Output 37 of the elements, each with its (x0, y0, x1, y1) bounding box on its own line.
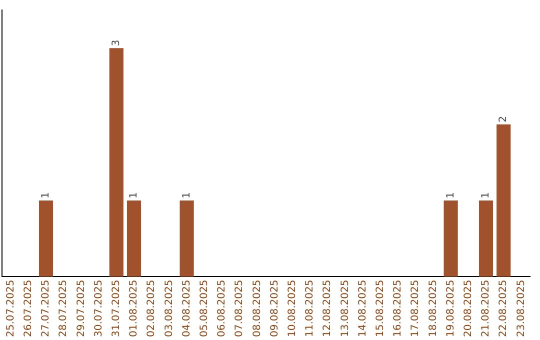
x-tick-label: 13.08.2025 (340, 280, 351, 338)
data-label: 1 (128, 192, 140, 199)
x-tick-label: 19.08.2025 (445, 280, 456, 338)
x-tick-label: 03.08.2025 (164, 280, 175, 338)
x-tick-label: 15.08.2025 (374, 280, 386, 338)
x-tick-label: 25.07.2025 (5, 280, 16, 338)
data-label: 1 (40, 192, 52, 199)
x-tick-label: 02.08.2025 (146, 280, 158, 338)
data-label: 2 (498, 116, 510, 122)
x-tick-label: 26.07.2025 (22, 280, 34, 338)
data-label: 1 (445, 192, 456, 199)
data-label: 1 (480, 192, 492, 199)
x-tick-label: 04.08.2025 (181, 280, 192, 338)
x-tick-label: 11.08.2025 (304, 280, 316, 338)
x-tick-label: 08.08.2025 (252, 280, 263, 338)
data-label: 3 (110, 40, 122, 46)
x-tick-label: 30.07.2025 (93, 280, 104, 338)
x-tick-label: 09.08.2025 (269, 280, 280, 338)
x-tick-label: 20.08.2025 (462, 280, 474, 338)
x-tick-label: 17.08.2025 (410, 280, 422, 338)
x-tick-label: 27.07.2025 (40, 280, 52, 338)
x-tick-label: 07.08.2025 (234, 280, 246, 338)
x-tick-label: 18.08.2025 (428, 280, 439, 338)
x-tick-label: 05.08.2025 (198, 280, 210, 338)
data-label: 1 (181, 192, 192, 199)
x-tick-label: 31.07.2025 (110, 280, 122, 338)
x-tick-label: 01.08.2025 (128, 280, 140, 338)
x-tick-label: 14.08.2025 (357, 280, 368, 338)
x-tick-label: 21.08.2025 (480, 280, 492, 338)
x-tick-label: 10.08.2025 (286, 280, 298, 338)
x-tick-label: 16.08.2025 (392, 280, 404, 338)
x-tick-label: 22.08.2025 (498, 280, 510, 338)
x-tick-label: 06.08.2025 (216, 280, 228, 338)
x-tick-label: 23.08.2025 (516, 280, 527, 338)
x-tick-label: 28.07.2025 (58, 280, 70, 338)
x-tick-label: 12.08.2025 (322, 280, 334, 338)
x-tick-label: 29.07.2025 (76, 280, 87, 338)
